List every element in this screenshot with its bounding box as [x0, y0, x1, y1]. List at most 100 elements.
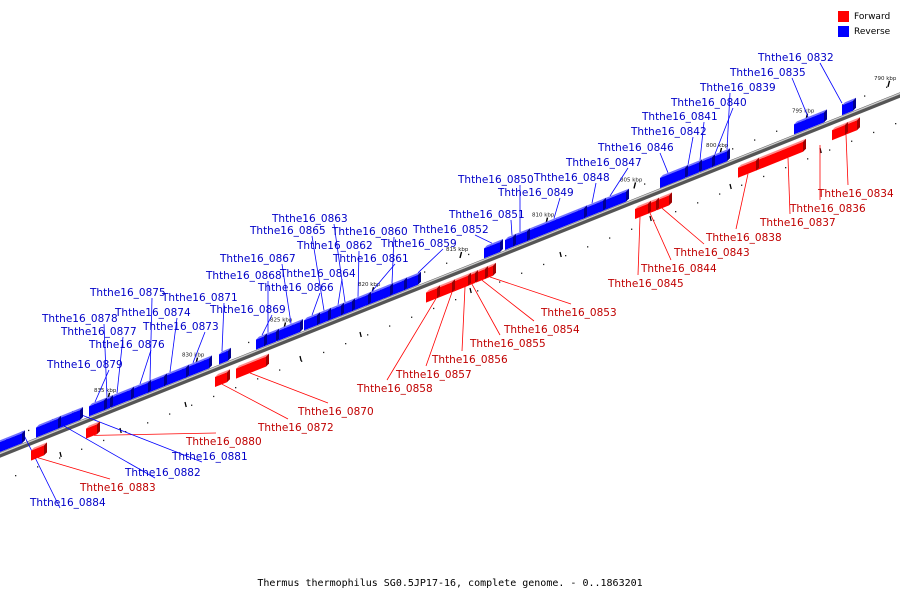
- gene-label[interactable]: Ththe16_0842: [630, 126, 707, 138]
- gene-label[interactable]: Ththe16_0840: [670, 97, 747, 109]
- gene-block: [86, 421, 100, 439]
- gene-label[interactable]: Ththe16_0844: [640, 263, 717, 275]
- gene-label[interactable]: Ththe16_0875: [89, 287, 166, 299]
- gene-label[interactable]: Ththe16_0876: [88, 339, 165, 351]
- gene-label[interactable]: Ththe16_0850: [457, 174, 534, 186]
- gene-block: [660, 165, 688, 188]
- gene-label[interactable]: Ththe16_0846: [597, 142, 674, 154]
- gene-label[interactable]: Ththe16_0858: [356, 383, 433, 395]
- gene-label[interactable]: Ththe16_0848: [533, 172, 610, 184]
- leader-line: [192, 331, 206, 363]
- gene-label[interactable]: Ththe16_0861: [332, 253, 409, 265]
- leader-line: [221, 383, 289, 420]
- gene-block: [147, 373, 167, 394]
- gene-label[interactable]: Ththe16_0857: [395, 369, 472, 381]
- gene-label[interactable]: Ththe16_0868: [205, 270, 282, 282]
- gene-label[interactable]: Ththe16_0883: [79, 482, 156, 494]
- gene-label[interactable]: Ththe16_0860: [331, 226, 408, 238]
- gene-label[interactable]: Ththe16_0867: [219, 253, 296, 265]
- gene-label[interactable]: Ththe16_0841: [641, 111, 718, 123]
- leader-line: [819, 62, 843, 104]
- gene-label[interactable]: Ththe16_0852: [412, 224, 489, 236]
- svg-text:830 kbp: 830 kbp: [182, 353, 205, 359]
- gene-label[interactable]: Ththe16_0864: [279, 268, 356, 280]
- gene-label[interactable]: Ththe16_0855: [469, 338, 546, 350]
- gene-label[interactable]: Ththe16_0872: [257, 422, 334, 434]
- gene-label[interactable]: Ththe16_0874: [114, 307, 191, 319]
- gene-label[interactable]: Ththe16_0847: [565, 157, 642, 169]
- gene-label[interactable]: Ththe16_0873: [142, 321, 219, 333]
- gene-label[interactable]: Ththe16_0877: [60, 326, 137, 338]
- gene-label[interactable]: Ththe16_0869: [209, 304, 286, 316]
- leader-line: [735, 173, 749, 230]
- gene-label[interactable]: Ththe16_0865: [249, 225, 326, 237]
- gene-block: [712, 148, 730, 168]
- legend-reverse-label: Reverse: [854, 26, 891, 37]
- gene-block: [738, 157, 759, 178]
- gene-label[interactable]: Ththe16_0832: [757, 52, 834, 64]
- gene-block: [36, 415, 61, 438]
- leader-line: [481, 279, 535, 322]
- leader-line: [471, 284, 501, 336]
- leader-line: [609, 167, 629, 197]
- gene-block: [513, 228, 530, 247]
- leader-line: [553, 197, 561, 219]
- gene-label[interactable]: Ththe16_0851: [448, 209, 525, 221]
- gene-label[interactable]: Ththe16_0884: [29, 497, 106, 509]
- leader-line: [386, 298, 437, 381]
- leader-line: [787, 157, 791, 215]
- gene-label[interactable]: Ththe16_0837: [759, 217, 836, 229]
- gene-label[interactable]: Ththe16_0836: [789, 203, 866, 215]
- gene-label[interactable]: Ththe16_0849: [497, 187, 574, 199]
- leader-line: [139, 349, 152, 385]
- leader-line: [510, 219, 513, 236]
- svg-text:810 kbp: 810 kbp: [532, 213, 555, 219]
- leader-line: [261, 314, 273, 336]
- gene-label[interactable]: Ththe16_0878: [41, 313, 118, 325]
- leader-line: [333, 223, 346, 303]
- gene-label[interactable]: Ththe16_0853: [540, 307, 617, 319]
- gene-block: [842, 97, 856, 116]
- gene-block: [89, 397, 107, 417]
- legend-reverse-swatch: [838, 26, 849, 37]
- gene-label[interactable]: Ththe16_0862: [296, 240, 373, 252]
- legend-reverse: Reverse: [838, 24, 890, 39]
- leader-line: [425, 292, 453, 367]
- gene-block: [582, 197, 606, 220]
- legend: Forward Reverse: [838, 9, 890, 39]
- gene-label[interactable]: Ththe16_0843: [673, 247, 750, 259]
- gene-label[interactable]: Ththe16_0882: [124, 467, 201, 479]
- gene-label[interactable]: Ththe16_0879: [46, 359, 123, 371]
- leader-line: [591, 182, 597, 204]
- gene-label[interactable]: Ththe16_0870: [297, 406, 374, 418]
- genome-caption: Thermus thermophilus SG0.5JP17-16, compl…: [257, 578, 643, 589]
- leader-line: [21, 431, 61, 509]
- gene-label[interactable]: Ththe16_0866: [257, 282, 334, 294]
- gene-label[interactable]: Ththe16_0834: [817, 188, 894, 200]
- gene-label[interactable]: Ththe16_0880: [185, 436, 262, 448]
- leader-line: [149, 297, 153, 381]
- leader-line: [51, 418, 156, 479]
- gene-label[interactable]: Ththe16_0863: [271, 213, 348, 225]
- gene-block: [58, 407, 83, 429]
- gene-label[interactable]: Ththe16_0845: [607, 278, 684, 290]
- leader-line: [714, 107, 734, 155]
- gene-block: [527, 205, 587, 242]
- gene-block: [236, 353, 269, 379]
- gene-block: [452, 272, 471, 293]
- gene-label[interactable]: Ththe16_0854: [503, 324, 580, 336]
- gene-block: [505, 233, 516, 250]
- leader-line: [94, 369, 110, 403]
- gene-label[interactable]: Ththe16_0838: [705, 232, 782, 244]
- gene-label[interactable]: Ththe16_0859: [380, 238, 457, 250]
- gene-label[interactable]: Ththe16_0856: [431, 354, 508, 366]
- gene-block: [215, 369, 230, 387]
- gene-label[interactable]: Ththe16_0881: [171, 451, 248, 463]
- gene-block: [31, 442, 47, 461]
- gene-label[interactable]: Ththe16_0839: [699, 82, 776, 94]
- leader-line: [71, 410, 203, 463]
- gene-label[interactable]: Ththe16_0835: [729, 67, 806, 79]
- gene-label[interactable]: Ththe16_0871: [161, 292, 238, 304]
- leader-line: [357, 250, 360, 297]
- leader-line: [699, 121, 705, 161]
